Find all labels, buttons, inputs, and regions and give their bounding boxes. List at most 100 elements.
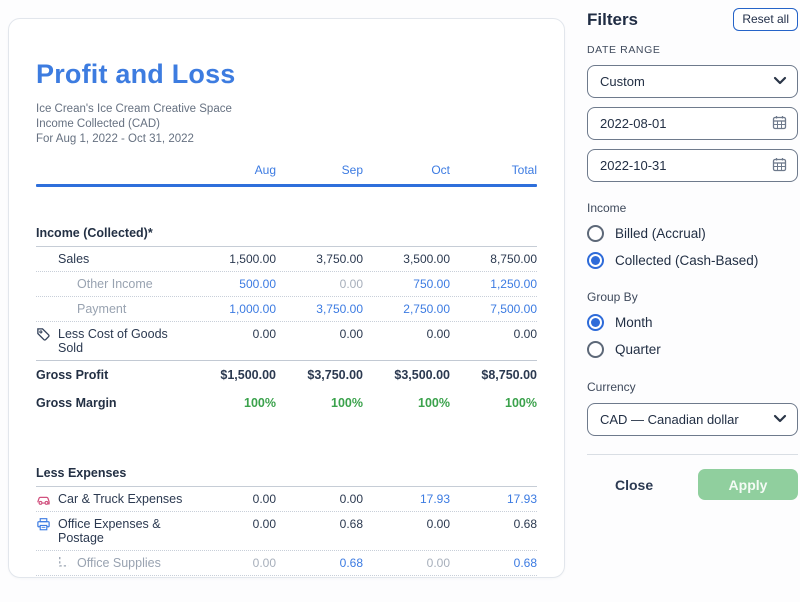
- cell-value: 1,500.00: [229, 252, 276, 266]
- apply-button[interactable]: Apply: [698, 469, 798, 500]
- cell-value-link[interactable]: 750.00: [413, 277, 450, 291]
- table-row: Other Income 500.00 0.00 750.00 1,250.00: [36, 272, 537, 297]
- radio-selected-icon[interactable]: [587, 252, 604, 269]
- cell-value: 0.00: [339, 492, 363, 506]
- cell-value-link[interactable]: 3,750.00: [316, 302, 363, 316]
- table-row: Less Cost of Goods Sold 0.00 0.00 0.00 0.00: [36, 322, 537, 361]
- cost-of-goods-tag-icon: [36, 327, 52, 343]
- cell-value: 0.00: [339, 327, 363, 341]
- actions-divider: [587, 454, 798, 455]
- date-from-input[interactable]: [600, 116, 772, 131]
- calendar-icon[interactable]: [772, 115, 787, 133]
- cell-value: $3,500.00: [394, 368, 450, 382]
- row-label: Other Income: [77, 277, 153, 291]
- table-row: Payment 1,000.00 3,750.00 2,750.00 7,500.00: [36, 297, 537, 322]
- table-row: Gross Profit $1,500.00 $3,750.00 $3,500.00 $…: [36, 361, 537, 389]
- row-label: Office Expenses & Postage: [58, 517, 161, 545]
- column-header-sep: Sep: [341, 163, 363, 177]
- radio-option-label: Month: [615, 315, 653, 330]
- radio-option-label: Collected (Cash-Based): [615, 253, 759, 268]
- radio-unselected-icon[interactable]: [587, 225, 604, 242]
- column-header-oct: Oct: [431, 163, 450, 177]
- cell-value-link[interactable]: 17.93: [506, 492, 537, 506]
- reset-all-button[interactable]: Reset all: [733, 8, 798, 31]
- date-to-input[interactable]: [600, 158, 772, 173]
- car-icon: [36, 492, 52, 508]
- cell-value-link[interactable]: 0.68: [339, 556, 363, 570]
- row-label: Car & Truck Expenses: [58, 492, 183, 506]
- cell-value-link[interactable]: 500.00: [239, 277, 276, 291]
- cell-value-link[interactable]: 1,000.00: [229, 302, 276, 316]
- radio-option[interactable]: Month: [587, 314, 798, 331]
- company-name: Ice Crean's Ice Cream Creative Space: [36, 103, 232, 115]
- row-label: Income (Collected)*: [36, 226, 153, 240]
- row-label: Less Cost of Goods Sold: [58, 327, 168, 355]
- cell-value-link[interactable]: 2,750.00: [403, 302, 450, 316]
- cell-value: 0.00: [339, 277, 363, 291]
- currency-label: Currency: [587, 380, 636, 394]
- cell-value: 0.00: [252, 517, 276, 531]
- cell-value-link[interactable]: 0.68: [513, 556, 537, 570]
- cell-value: 0.00: [426, 517, 450, 531]
- section-header-row: Less Expenses: [36, 463, 537, 487]
- cell-value: $3,750.00: [307, 368, 363, 382]
- currency-select[interactable]: CAD — Canadian dollar: [587, 403, 798, 436]
- column-header-total: Total: [511, 163, 537, 177]
- cell-value: $8,750.00: [481, 368, 537, 382]
- report-subtitle: Ice Crean's Ice Cream Creative Space Inc…: [36, 102, 537, 147]
- row-label: Gross Profit: [36, 368, 109, 382]
- cell-value: 0.00: [426, 556, 450, 570]
- date-range-select[interactable]: Custom: [587, 65, 798, 98]
- cell-value: 0.68: [339, 517, 363, 531]
- table-row: Sales 1,500.00 3,750.00 3,500.00 8,750.00: [36, 247, 537, 272]
- row-label: Less Expenses: [36, 466, 127, 480]
- section-gap: [36, 417, 537, 463]
- cell-value-link[interactable]: 1,250.00: [490, 277, 537, 291]
- filters-title: Filters: [587, 9, 639, 29]
- chevron-down-icon: [773, 411, 787, 428]
- radio-option-label: Quarter: [615, 342, 661, 357]
- row-label: Gross Margin: [36, 396, 117, 410]
- cell-value: 100%: [505, 396, 537, 410]
- date-to-field[interactable]: [587, 149, 798, 182]
- subcategory-branch-icon: [56, 556, 72, 572]
- radio-option[interactable]: Billed (Accrual): [587, 225, 798, 242]
- calendar-icon[interactable]: [772, 157, 787, 175]
- table-row: Gross Margin 100% 100% 100% 100%: [36, 389, 537, 417]
- cell-value: 0.00: [426, 327, 450, 341]
- cell-value: 0.00: [513, 327, 537, 341]
- income-basis-line: Income Collected (CAD): [36, 118, 160, 130]
- close-button[interactable]: Close: [615, 476, 654, 493]
- income-radio-group: Billed (Accrual) Collected (Cash-Based): [587, 225, 798, 269]
- radio-selected-icon[interactable]: [587, 314, 604, 331]
- header-rule: [36, 184, 537, 187]
- radio-option[interactable]: Quarter: [587, 341, 798, 358]
- date-range-selected-value: Custom: [600, 74, 645, 89]
- row-label: Payment: [77, 302, 127, 316]
- radio-option-label: Billed (Accrual): [615, 226, 706, 241]
- cell-value-link[interactable]: 7,500.00: [490, 302, 537, 316]
- income-filter-label: Income: [587, 201, 627, 215]
- table-row: Office Supplies 0.00 0.68 0.00 0.68: [36, 551, 537, 576]
- group-by-label: Group By: [587, 290, 638, 304]
- cell-value: 0.00: [252, 556, 276, 570]
- cell-value: 100%: [418, 396, 450, 410]
- row-label: Office Supplies: [77, 556, 161, 570]
- report-table-body: Income (Collected)* Sales 1,500.00 3,750.00…: [36, 223, 537, 577]
- radio-option[interactable]: Collected (Cash-Based): [587, 252, 798, 269]
- currency-selected-value: CAD — Canadian dollar: [600, 412, 739, 427]
- group-by-radio-group: Month Quarter: [587, 314, 798, 358]
- radio-unselected-icon[interactable]: [587, 341, 604, 358]
- cell-value: 0.00: [252, 492, 276, 506]
- printer-icon: [36, 517, 52, 533]
- cell-value: $1,500.00: [220, 368, 276, 382]
- date-range-label: DATE RANGE: [587, 44, 661, 56]
- cell-value: 3,500.00: [403, 252, 450, 266]
- column-header-aug: Aug: [254, 163, 276, 177]
- date-from-field[interactable]: [587, 107, 798, 140]
- section-header-row: Income (Collected)*: [36, 223, 537, 247]
- report-card: Profit and Loss Ice Crean's Ice Cream Cr…: [8, 18, 565, 578]
- cell-value-link[interactable]: 17.93: [419, 492, 450, 506]
